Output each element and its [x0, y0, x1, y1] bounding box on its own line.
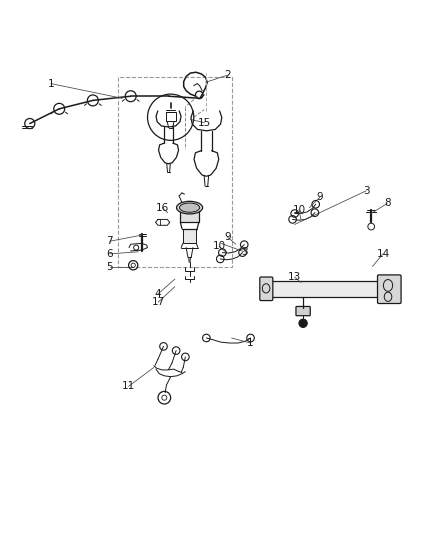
- Text: 5: 5: [106, 262, 113, 271]
- Text: 15: 15: [198, 118, 211, 128]
- Text: 11: 11: [122, 381, 135, 391]
- Text: 1: 1: [47, 78, 54, 88]
- FancyBboxPatch shape: [260, 277, 273, 301]
- Text: 14: 14: [376, 249, 390, 259]
- FancyBboxPatch shape: [180, 206, 199, 222]
- Text: 13: 13: [288, 272, 301, 282]
- FancyBboxPatch shape: [183, 229, 196, 244]
- Text: 7: 7: [106, 236, 113, 246]
- FancyBboxPatch shape: [296, 306, 310, 316]
- Text: 9: 9: [224, 232, 231, 242]
- Text: 3: 3: [241, 247, 247, 257]
- Text: 17: 17: [152, 297, 165, 307]
- Text: 16: 16: [155, 203, 169, 213]
- FancyBboxPatch shape: [269, 281, 387, 297]
- Text: 8: 8: [384, 198, 391, 208]
- Text: 10: 10: [212, 241, 226, 252]
- Text: 2: 2: [224, 70, 231, 80]
- Text: 1: 1: [247, 338, 254, 348]
- Text: 4: 4: [155, 289, 161, 299]
- Text: 9: 9: [317, 192, 323, 202]
- Circle shape: [299, 319, 307, 327]
- Text: 10: 10: [292, 205, 305, 215]
- Ellipse shape: [180, 203, 200, 212]
- FancyBboxPatch shape: [378, 275, 401, 303]
- Text: 6: 6: [106, 249, 113, 259]
- Ellipse shape: [177, 201, 203, 214]
- Text: 3: 3: [363, 186, 370, 196]
